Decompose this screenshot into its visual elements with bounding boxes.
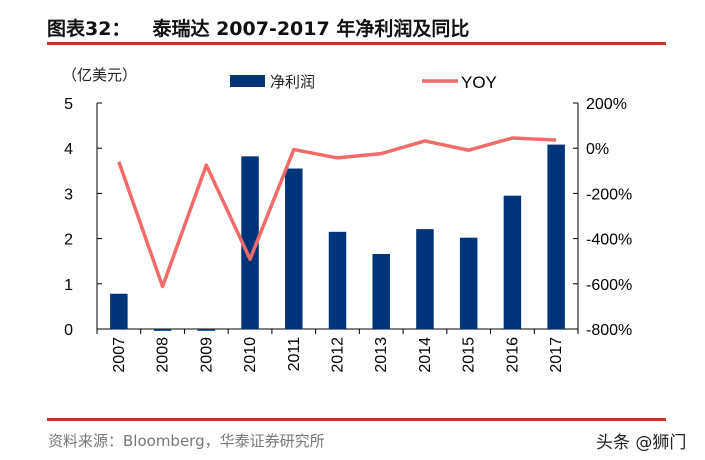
x-tick-label: 2017	[548, 337, 565, 373]
bar-2008	[153, 329, 172, 331]
bar-2014	[416, 229, 434, 329]
footer-rule	[47, 418, 666, 421]
left-tick-label: 5	[64, 96, 73, 113]
bar-2015	[459, 237, 478, 329]
bar-2013	[372, 253, 390, 329]
figure-title: 图表32： 泰瑞达 2007-2017 年净利润及同比	[47, 14, 469, 41]
legend-bar-swatch	[230, 75, 265, 87]
x-tick-label: 2008	[155, 337, 172, 373]
bar-2010	[241, 156, 259, 329]
right-tick-label: -200%	[586, 186, 632, 203]
title-rule	[47, 42, 666, 45]
bar-2012	[328, 231, 347, 329]
right-tick-label: -800%	[586, 322, 632, 339]
x-tick-label: 2014	[417, 337, 434, 373]
x-tick-label: 2009	[198, 337, 215, 373]
x-tick-label: 2010	[242, 337, 259, 373]
right-tick-label: 200%	[586, 96, 627, 113]
x-tick-label: 2011	[286, 337, 303, 372]
source-note: 资料来源：Bloomberg，华泰证券研究所	[48, 432, 325, 450]
bar-2016	[503, 195, 522, 329]
left-tick-label: 4	[64, 141, 73, 158]
x-tick-label: 2016	[504, 337, 521, 373]
x-tick-label: 2012	[330, 337, 347, 373]
left-tick-label: 1	[64, 277, 73, 294]
bar-2009	[197, 329, 216, 331]
legend-bar-label: 净利润	[270, 74, 315, 91]
right-tick-label: 0%	[586, 141, 609, 158]
unit-label: （亿美元）	[62, 67, 137, 84]
x-tick-label: 2007	[111, 337, 128, 373]
bar-2007	[110, 293, 128, 329]
right-tick-label: -400%	[586, 232, 632, 249]
left-tick-label: 2	[64, 232, 73, 249]
figure-label: 图表32：	[47, 18, 131, 40]
bar-2017	[547, 144, 565, 329]
x-tick-label: 2013	[373, 337, 390, 373]
figure-title-text: 泰瑞达 2007-2017 年净利润及同比	[152, 18, 470, 40]
left-tick-label: 3	[64, 186, 73, 203]
right-tick-label: -600%	[586, 277, 632, 294]
watermark: 头条 @狮门	[596, 433, 687, 453]
legend-line-label: YOY	[461, 73, 497, 92]
bar-2011	[285, 168, 303, 329]
left-tick-label: 0	[64, 322, 73, 339]
x-tick-label: 2015	[461, 337, 478, 373]
